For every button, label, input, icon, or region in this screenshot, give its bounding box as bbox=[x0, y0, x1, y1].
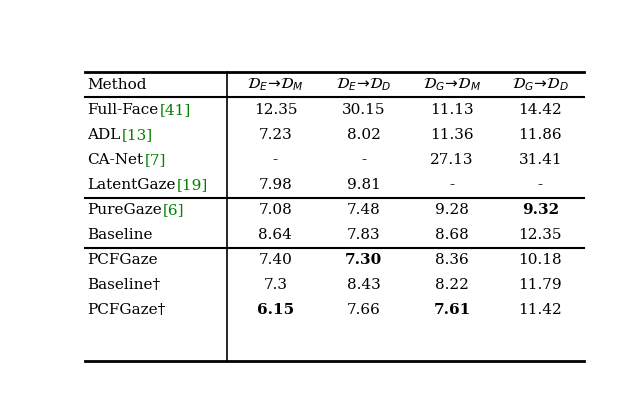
Text: 9.81: 9.81 bbox=[347, 178, 381, 192]
Text: 7.66: 7.66 bbox=[347, 304, 381, 317]
Text: 11.86: 11.86 bbox=[518, 128, 562, 142]
Text: 8.36: 8.36 bbox=[435, 253, 469, 267]
Text: 9.28: 9.28 bbox=[435, 203, 469, 217]
Text: $\mathcal{D}_G\!\rightarrow\!\mathcal{D}_D$: $\mathcal{D}_G\!\rightarrow\!\mathcal{D}… bbox=[512, 77, 569, 93]
Text: 11.79: 11.79 bbox=[518, 278, 562, 292]
Text: Method: Method bbox=[88, 78, 147, 92]
Text: Full-Face: Full-Face bbox=[88, 103, 159, 117]
Text: [19]: [19] bbox=[177, 178, 208, 192]
Text: 9.32: 9.32 bbox=[522, 203, 559, 217]
Text: 12.35: 12.35 bbox=[253, 103, 297, 117]
Text: [7]: [7] bbox=[145, 153, 166, 167]
Text: 7.30: 7.30 bbox=[345, 253, 382, 267]
Text: 7.98: 7.98 bbox=[259, 178, 292, 192]
Text: 8.02: 8.02 bbox=[347, 128, 381, 142]
Text: 7.08: 7.08 bbox=[259, 203, 292, 217]
Text: PureGaze: PureGaze bbox=[88, 203, 162, 217]
Text: 8.64: 8.64 bbox=[259, 228, 292, 242]
Text: 7.3: 7.3 bbox=[264, 278, 287, 292]
Text: 14.42: 14.42 bbox=[518, 103, 562, 117]
Text: 8.22: 8.22 bbox=[435, 278, 469, 292]
Text: 27.13: 27.13 bbox=[430, 153, 474, 167]
Text: 11.42: 11.42 bbox=[518, 304, 562, 317]
Text: CA-Net: CA-Net bbox=[88, 153, 143, 167]
Text: 31.41: 31.41 bbox=[518, 153, 562, 167]
Text: 7.48: 7.48 bbox=[347, 203, 381, 217]
Text: 7.40: 7.40 bbox=[259, 253, 292, 267]
Text: 7.83: 7.83 bbox=[347, 228, 381, 242]
Text: Baseline†: Baseline† bbox=[88, 278, 161, 292]
Text: [13]: [13] bbox=[122, 128, 153, 142]
Text: [41]: [41] bbox=[160, 103, 191, 117]
Text: LatentGaze: LatentGaze bbox=[88, 178, 176, 192]
Text: -: - bbox=[273, 153, 278, 167]
Text: 11.36: 11.36 bbox=[430, 128, 474, 142]
Text: 7.61: 7.61 bbox=[433, 304, 470, 317]
Text: [6]: [6] bbox=[163, 203, 185, 217]
Text: 12.35: 12.35 bbox=[518, 228, 562, 242]
Text: 30.15: 30.15 bbox=[342, 103, 385, 117]
Text: 8.68: 8.68 bbox=[435, 228, 469, 242]
Text: $\mathcal{D}_E\!\rightarrow\!\mathcal{D}_M$: $\mathcal{D}_E\!\rightarrow\!\mathcal{D}… bbox=[247, 77, 304, 93]
Text: 8.43: 8.43 bbox=[347, 278, 381, 292]
Text: $\mathcal{D}_G\!\rightarrow\!\mathcal{D}_M$: $\mathcal{D}_G\!\rightarrow\!\mathcal{D}… bbox=[423, 77, 481, 93]
Text: -: - bbox=[361, 153, 366, 167]
Text: $\mathcal{D}_E\!\rightarrow\!\mathcal{D}_D$: $\mathcal{D}_E\!\rightarrow\!\mathcal{D}… bbox=[336, 77, 392, 93]
Text: 7.23: 7.23 bbox=[259, 128, 292, 142]
Text: Baseline: Baseline bbox=[88, 228, 153, 242]
Text: PCFGaze: PCFGaze bbox=[88, 253, 158, 267]
Text: -: - bbox=[449, 178, 454, 192]
Text: PCFGaze†: PCFGaze† bbox=[88, 304, 166, 317]
Text: 6.15: 6.15 bbox=[257, 304, 294, 317]
Text: 11.13: 11.13 bbox=[430, 103, 474, 117]
Text: -: - bbox=[538, 178, 543, 192]
Text: 10.18: 10.18 bbox=[518, 253, 562, 267]
Text: ADL: ADL bbox=[88, 128, 121, 142]
